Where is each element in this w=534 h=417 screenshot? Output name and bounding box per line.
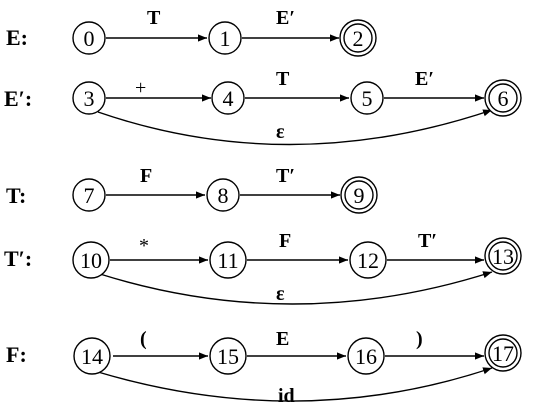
edge-label-14-15: ( — [140, 328, 147, 350]
state-2-accepting: 2 — [339, 19, 377, 57]
row-label-E-prime: E′: — [4, 86, 32, 111]
svg-text:7: 7 — [84, 183, 95, 208]
edge-label-0-1: T — [147, 7, 161, 29]
edge-label-4-5: T — [276, 68, 290, 90]
svg-text:1: 1 — [220, 26, 231, 51]
state-14: 14 — [73, 337, 111, 375]
svg-text:4: 4 — [223, 86, 234, 111]
edge-label-1-2: E′ — [276, 7, 295, 29]
epsilon-label-3-6: ε — [276, 121, 285, 143]
row-label-T: T: — [6, 183, 26, 208]
state-16: 16 — [347, 337, 385, 375]
state-5: 5 — [350, 81, 384, 115]
row-label-E: E: — [6, 25, 28, 50]
row-T: T: F T′ 7 8 9 — [6, 165, 378, 214]
svg-text:0: 0 — [84, 26, 95, 51]
edge-label-15-16: E — [276, 328, 289, 350]
id-edge-14-17 — [97, 367, 493, 402]
state-10: 10 — [72, 241, 110, 279]
state-15: 15 — [209, 337, 247, 375]
row-label-F: F: — [6, 342, 27, 367]
svg-text:17: 17 — [492, 341, 514, 366]
id-label-14-17: id — [278, 385, 295, 407]
svg-text:15: 15 — [217, 344, 239, 369]
state-8: 8 — [206, 178, 240, 212]
svg-text:11: 11 — [217, 248, 238, 273]
row-label-T-prime: T′: — [4, 246, 32, 271]
svg-text:12: 12 — [357, 248, 379, 273]
row-E-prime: E′: + T E′ ε 3 4 5 6 — [4, 68, 522, 146]
state-7: 7 — [72, 178, 106, 212]
svg-text:10: 10 — [80, 248, 102, 273]
state-6-accepting: 6 — [484, 79, 522, 117]
state-11: 11 — [209, 241, 247, 279]
epsilon-label-10-13: ε — [276, 283, 285, 305]
row-T-prime: T′: * F T′ ε 10 11 12 13 — [4, 230, 522, 305]
edge-label-10-11: * — [139, 235, 149, 257]
edge-label-16-17: ) — [416, 328, 423, 350]
epsilon-edge-3-6 — [97, 109, 493, 146]
edge-label-5-6: E′ — [415, 68, 434, 90]
edge-label-8-9: T′ — [276, 165, 295, 187]
svg-text:16: 16 — [355, 344, 377, 369]
row-E: E: T E′ 0 1 2 — [6, 7, 377, 57]
state-3: 3 — [72, 81, 106, 115]
svg-text:9: 9 — [354, 183, 365, 208]
state-4: 4 — [211, 81, 245, 115]
state-0: 0 — [72, 21, 106, 55]
state-9-accepting: 9 — [340, 176, 378, 214]
state-1: 1 — [208, 21, 242, 55]
state-17-accepting: 17 — [484, 334, 522, 372]
edge-label-7-8: F — [140, 165, 152, 187]
svg-text:3: 3 — [84, 86, 95, 111]
edge-label-12-13: T′ — [418, 230, 437, 252]
svg-text:14: 14 — [81, 344, 103, 369]
svg-text:6: 6 — [498, 86, 509, 111]
svg-text:13: 13 — [492, 244, 514, 269]
svg-text:8: 8 — [218, 183, 229, 208]
edge-label-11-12: F — [279, 230, 291, 252]
row-F: F: ( E ) id 14 15 16 17 — [6, 328, 522, 407]
edge-label-3-4: + — [135, 77, 146, 99]
svg-text:5: 5 — [362, 86, 373, 111]
svg-text:2: 2 — [353, 26, 364, 51]
state-13-accepting: 13 — [484, 237, 522, 275]
epsilon-edge-10-13 — [99, 271, 493, 305]
state-12: 12 — [349, 241, 387, 279]
